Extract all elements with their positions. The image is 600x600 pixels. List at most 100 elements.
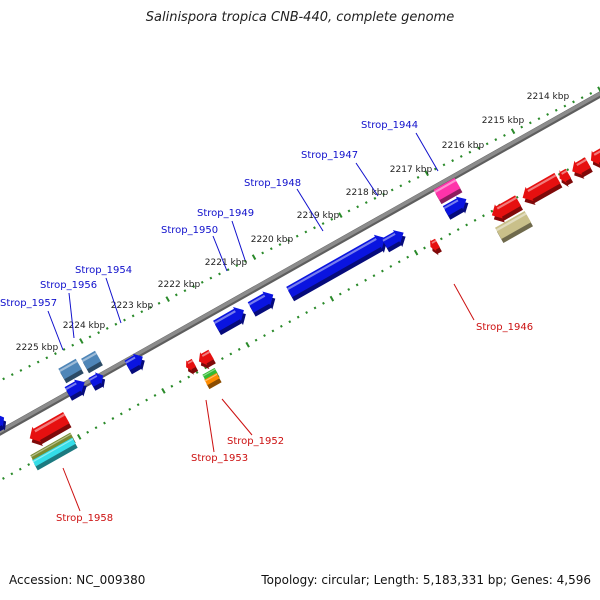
tick-mark — [235, 264, 239, 267]
tick-mark — [153, 394, 157, 397]
gene-forward[interactable] — [442, 196, 469, 220]
forward-gene-label[interactable]: Strop_1949 — [197, 208, 254, 261]
gene-forward[interactable] — [247, 291, 276, 317]
accession-text: Accession: NC_009380 — [9, 573, 146, 587]
gene-top-face — [491, 195, 521, 219]
topology-text: Topology: circular; Length: 5,183,331 bp… — [261, 573, 591, 587]
gene-forward[interactable] — [286, 234, 387, 302]
tick-mark — [380, 269, 384, 273]
forward-gene-label[interactable]: Strop_1957 — [0, 298, 64, 351]
tick-mark — [251, 254, 257, 261]
tick-mark — [510, 128, 516, 135]
forward-gene-label[interactable]: Strop_1954 — [75, 265, 132, 324]
gene-label-text: Strop_1954 — [75, 265, 132, 276]
reverse-gene-label[interactable]: Strop_1946 — [453, 283, 533, 333]
tick-mark — [473, 218, 477, 222]
gene-forward[interactable] — [213, 307, 246, 336]
tick-mark — [389, 264, 393, 268]
gene-highlight — [561, 170, 568, 175]
tick-mark — [119, 412, 123, 416]
kbp-label: 2216 kbp — [442, 141, 485, 151]
reverse-gene-label[interactable]: Strop_1958 — [56, 467, 113, 524]
gene-highlight — [496, 196, 517, 210]
leader-line — [105, 277, 122, 324]
tick-mark — [494, 138, 498, 142]
gene-rna-orange[interactable] — [204, 372, 222, 390]
tick-mark — [313, 306, 317, 310]
tick-mark — [329, 295, 335, 302]
gene-forward[interactable] — [88, 372, 106, 391]
tick-mark — [468, 150, 472, 154]
tick-mark — [537, 117, 541, 121]
gene-forward-magenta[interactable] — [433, 177, 463, 205]
gene-highlight — [576, 158, 587, 166]
leader-line — [415, 132, 439, 172]
forward-gene-label[interactable]: Strop_1948 — [244, 178, 324, 232]
tick-mark — [390, 188, 394, 192]
gene-highlight — [59, 360, 78, 372]
gene-forward[interactable] — [124, 353, 145, 375]
gene-reverse[interactable] — [590, 148, 600, 168]
leader-line — [47, 310, 64, 351]
tick-mark — [338, 212, 343, 219]
gene-reverse[interactable] — [559, 168, 574, 187]
gene-reverse[interactable] — [29, 412, 72, 446]
gene-top-face — [381, 230, 404, 249]
gene-highlight — [204, 373, 218, 382]
forward-gene-label[interactable]: Strop_1947 — [301, 150, 379, 197]
gene-forward[interactable] — [381, 230, 406, 253]
forward-gene-label[interactable]: Strop_1956 — [40, 280, 97, 339]
tick-mark — [254, 338, 258, 342]
gene-highlight — [527, 174, 557, 192]
gene-top-face — [58, 358, 82, 380]
gene-side-face — [34, 441, 78, 471]
tick-mark — [373, 196, 377, 200]
leader-line — [296, 188, 324, 232]
gene-top-face — [30, 432, 74, 462]
gene-reverse[interactable] — [522, 172, 563, 205]
tick-mark — [178, 380, 182, 384]
gene-reverse[interactable] — [572, 157, 593, 179]
tick-mark — [546, 113, 550, 116]
tick-mark — [305, 311, 309, 314]
tick-mark — [271, 329, 275, 333]
gene-label-text: Strop_1957 — [0, 298, 57, 309]
gene-label-text: Strop_1952 — [227, 436, 284, 447]
gene-forward[interactable] — [64, 379, 87, 401]
gene-reverse[interactable] — [186, 358, 199, 375]
gene-forward-pseudo[interactable] — [58, 358, 84, 384]
gene-top-face — [186, 358, 197, 371]
tick-mark — [554, 108, 558, 112]
gene-forward[interactable] — [0, 414, 7, 433]
gene-label-text: Strop_1949 — [197, 208, 254, 219]
reverse-gene-label[interactable]: Strop_1953 — [191, 399, 248, 464]
kbp-label: 2224 kbp — [63, 321, 106, 331]
tick-mark — [288, 320, 292, 324]
gene-top-face — [433, 177, 461, 201]
tick-mark — [382, 192, 385, 196]
gene-top-face — [590, 148, 600, 165]
tick-mark — [528, 121, 532, 125]
tick-mark — [295, 234, 299, 238]
tick-mark — [433, 167, 437, 171]
gene-cyan[interactable] — [32, 437, 78, 471]
gene-highlight — [286, 238, 377, 291]
tick-mark — [399, 184, 403, 188]
gene-top-face — [88, 372, 104, 387]
tick-mark — [364, 278, 367, 282]
reverse-gene-label[interactable]: Strop_1952 — [221, 398, 284, 447]
tick-mark — [356, 205, 360, 209]
tick-mark — [128, 407, 132, 411]
gene-reverse[interactable] — [198, 349, 216, 370]
gene-reverse[interactable] — [491, 195, 523, 223]
tick-mark — [161, 387, 166, 394]
gene-highlight — [495, 212, 527, 232]
forward-gene-label[interactable]: Strop_1950 — [161, 225, 228, 272]
forward-gene-label[interactable]: Strop_1944 — [361, 120, 439, 172]
leader-line — [62, 467, 81, 512]
tick-mark — [103, 421, 106, 425]
gene-forward-pseudo[interactable] — [81, 350, 103, 374]
leader-line — [205, 399, 215, 453]
gene-reverse-pseudo[interactable] — [495, 211, 533, 243]
gene-reverse[interactable] — [430, 238, 442, 256]
